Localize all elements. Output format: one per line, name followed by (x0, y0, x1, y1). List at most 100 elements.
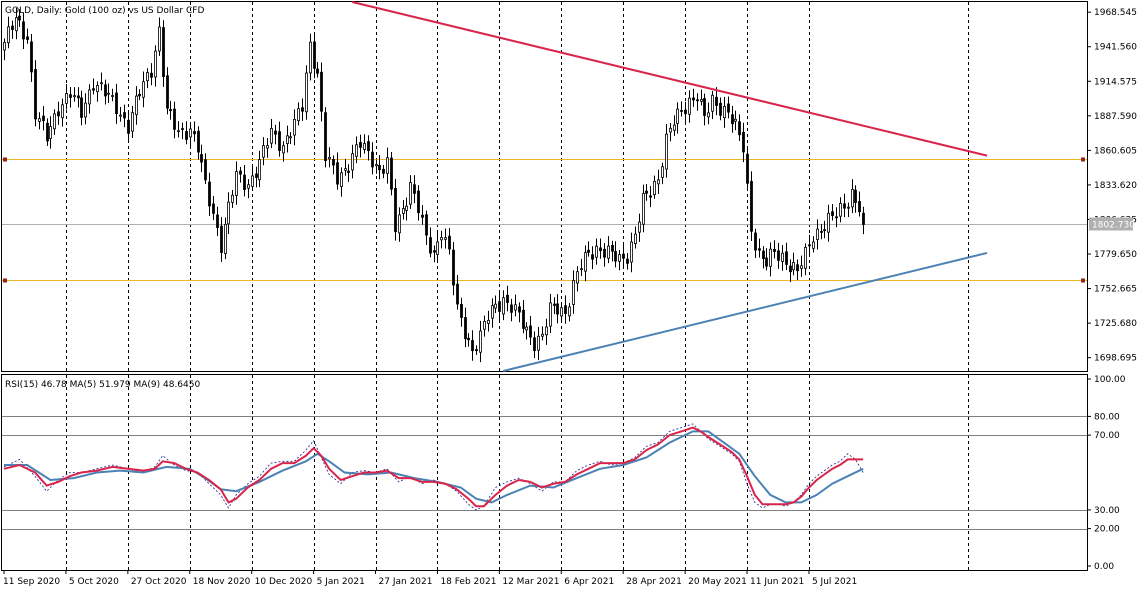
candle-body (862, 212, 865, 225)
candle-body (80, 97, 83, 118)
horizontal-levels[interactable] (2, 157, 1087, 283)
candle-body (464, 317, 467, 340)
candle-body (293, 118, 296, 136)
candle-body (208, 181, 211, 207)
candle-body (336, 162, 339, 185)
candle-body (84, 102, 87, 118)
candle-body (344, 168, 347, 171)
candle-body (61, 104, 64, 119)
candle-body (274, 130, 277, 135)
symbol-info: GOLD, Daily: Gold (100 oz) vs US Dollar … (5, 6, 204, 16)
candle-body (746, 153, 749, 184)
candle-body (375, 164, 378, 167)
date-label: 5 Oct 2020 (69, 577, 119, 587)
candle-body (789, 265, 792, 273)
candle-body (676, 108, 679, 124)
candle-body (394, 188, 397, 233)
candle-body (591, 254, 594, 260)
resistance-trendline (352, 1, 988, 157)
candle-body (255, 173, 258, 178)
candle-body (227, 201, 230, 225)
price-label: 1779.650 (1094, 250, 1137, 260)
rsi-label: 30.00 (1094, 506, 1120, 516)
candle-body (467, 337, 470, 341)
candle-body (204, 159, 207, 181)
level-anchor-right (1081, 278, 1085, 283)
candle-body (769, 248, 772, 267)
candle-body (711, 94, 714, 112)
candle-body (46, 122, 49, 142)
candle-body (289, 136, 292, 139)
candle-body (301, 107, 304, 112)
price-label: 1752.665 (1094, 285, 1137, 295)
candle-body (649, 195, 652, 198)
candle-body (247, 184, 250, 189)
candle-body (297, 108, 300, 122)
candle-body (212, 203, 215, 214)
candle-body (723, 106, 726, 119)
candle-body (703, 98, 706, 116)
candle-body (382, 168, 385, 174)
support-trendline (502, 251, 988, 372)
candle-body (193, 131, 196, 135)
candle-body (584, 252, 587, 272)
candle-body (553, 303, 556, 306)
candle-body (796, 264, 799, 272)
candle-body (580, 268, 583, 271)
candle-body (398, 214, 401, 234)
candle-body (200, 154, 203, 163)
candle-body (413, 184, 416, 194)
candle-body (363, 143, 366, 150)
trendlines[interactable] (352, 1, 988, 372)
candle-body (258, 159, 261, 181)
candle-body (251, 175, 254, 187)
date-axis: 11 Sep 2020 5 Oct 2020 27 Oct 2020 18 Nov 2… (3, 570, 857, 587)
candle-body (645, 190, 648, 194)
candle-body (421, 214, 424, 218)
candle-body (3, 41, 6, 51)
candle-body (494, 303, 497, 309)
candle-body (638, 221, 641, 233)
candle-body (18, 15, 21, 21)
candle-body (742, 131, 745, 153)
candle-body (665, 133, 668, 170)
level-anchor-right (1081, 157, 1085, 162)
candle-body (812, 241, 815, 249)
candle-body (541, 333, 544, 337)
candle-body (653, 180, 656, 196)
candle-body (220, 225, 223, 253)
candle-body (715, 96, 718, 106)
candle-body (576, 271, 579, 284)
price-label: 1941.560 (1094, 43, 1137, 53)
candle-body (417, 190, 420, 214)
candle-body (792, 262, 795, 271)
candle-body (390, 157, 393, 190)
candle-body (65, 93, 68, 104)
candle-body (444, 237, 447, 240)
date-label: 12 Mar 2021 (502, 577, 559, 587)
candle-body (568, 306, 571, 317)
candle-body (22, 21, 25, 40)
price-label: 1725.680 (1094, 319, 1137, 329)
candle-body (154, 50, 157, 78)
candle-body (26, 36, 29, 40)
candle-body (839, 202, 842, 217)
candle-body (487, 320, 490, 324)
price-label: 1833.620 (1094, 181, 1137, 191)
candle-body (316, 68, 319, 74)
candle-body (456, 283, 459, 305)
candle-body (351, 153, 354, 171)
candle-body (611, 245, 614, 252)
level-anchor-left (3, 278, 7, 283)
candle-body (731, 114, 734, 125)
candle-body (545, 326, 548, 336)
candle-body (634, 233, 637, 245)
candle-body (510, 304, 513, 313)
candle-body (88, 89, 91, 105)
candle-body (692, 97, 695, 101)
candle-body (603, 248, 606, 258)
candle-body (100, 82, 103, 85)
candle-body (309, 41, 312, 74)
candle-body (30, 41, 33, 73)
